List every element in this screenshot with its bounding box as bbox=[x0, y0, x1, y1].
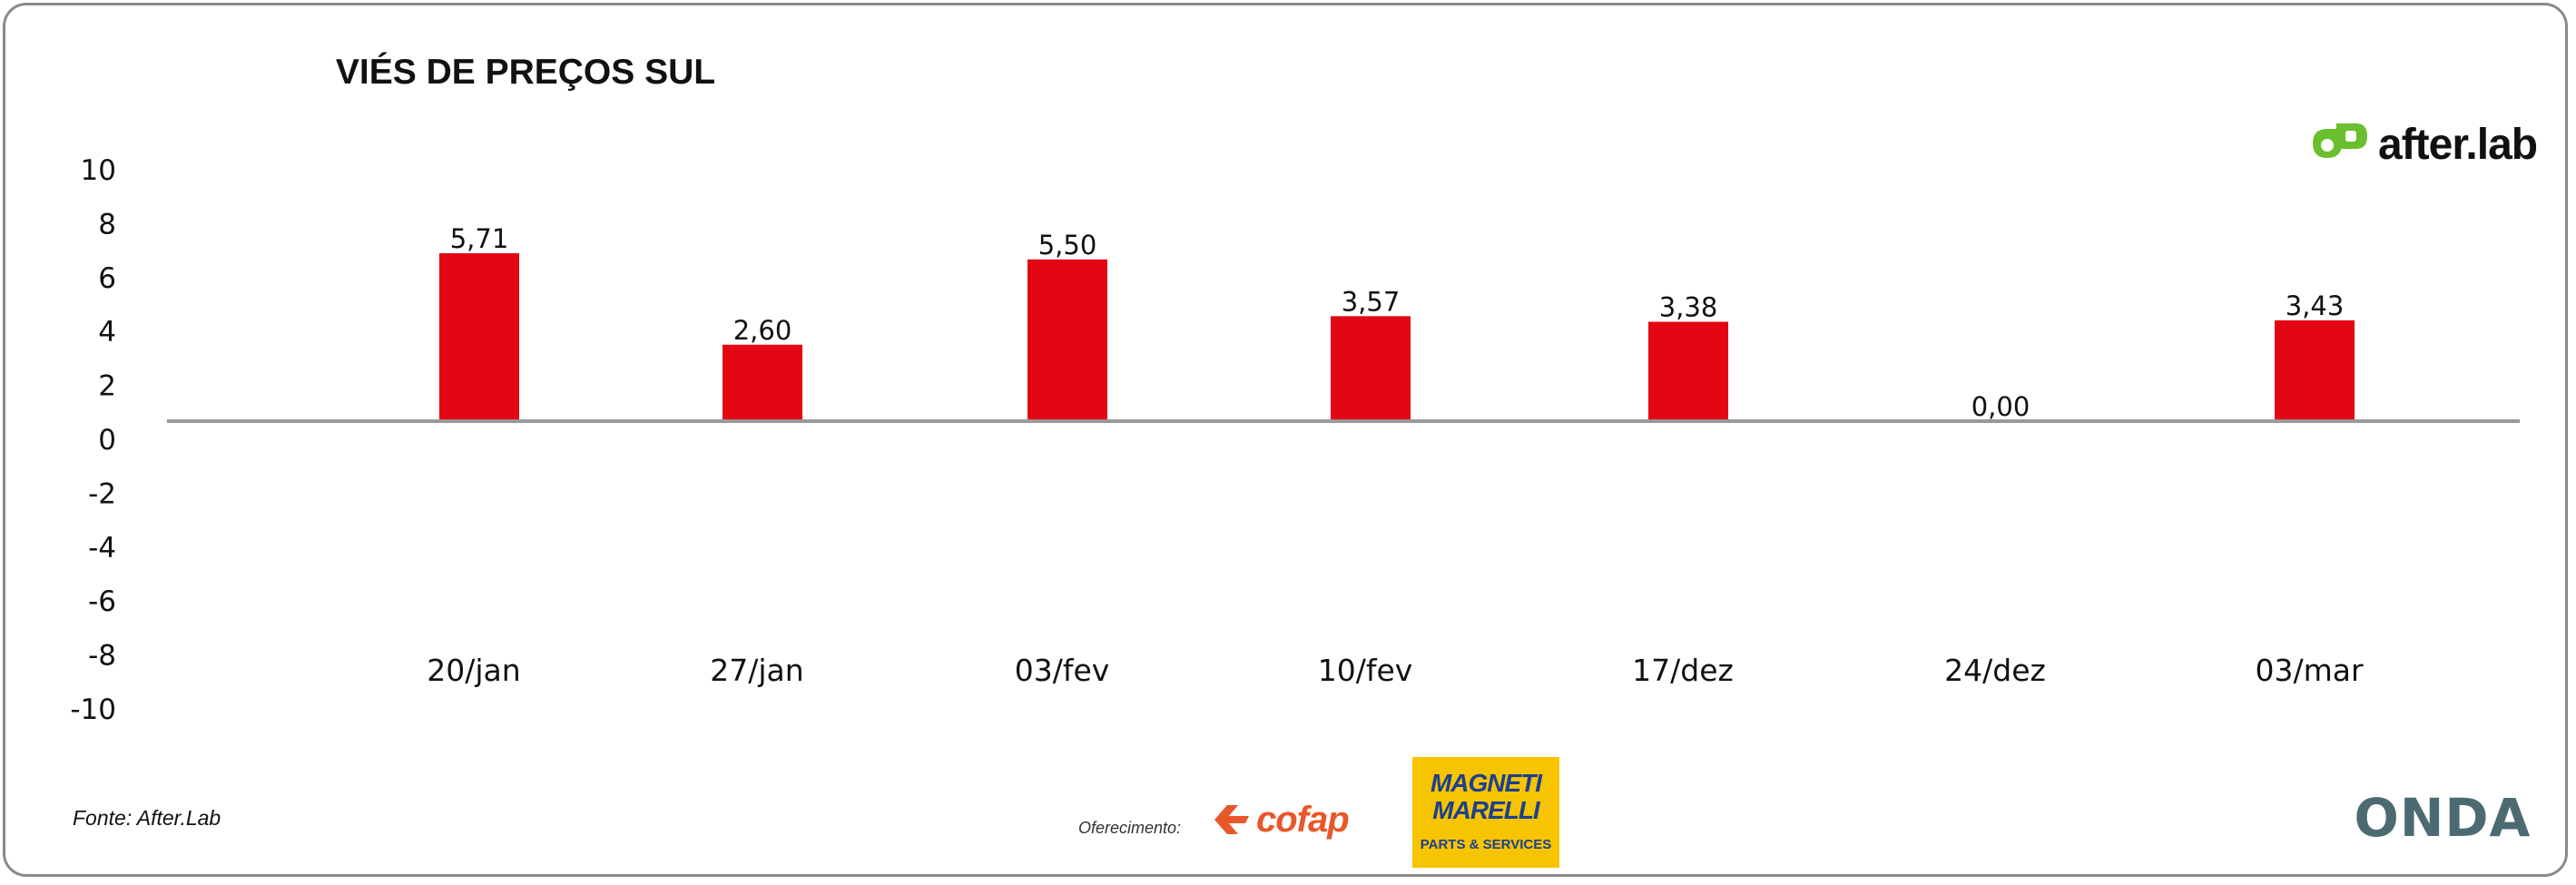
y-tick-label: 10 bbox=[81, 154, 116, 187]
y-tick-label: 8 bbox=[98, 208, 116, 241]
x-tick-label: 03/fev bbox=[1015, 653, 1110, 688]
y-tick-label: -4 bbox=[88, 532, 116, 565]
y-axis-ticks: 10 8 6 4 2 0 -2 -4 -6 -8 -10 bbox=[70, 154, 116, 726]
data-labels: 5,71 2,60 5,50 3,57 3,38 0,00 3,43 bbox=[450, 223, 2345, 422]
x-tick-label: 17/dez bbox=[1632, 653, 1734, 688]
bar-03/fev bbox=[1027, 259, 1107, 421]
magneti-marelli-logo: MAGNETI MARELLI PARTS & SERVICES bbox=[1412, 757, 1559, 868]
data-label: 3,43 bbox=[2286, 290, 2345, 321]
bar-27/jan bbox=[723, 344, 802, 421]
source-note: Fonte: After.Lab bbox=[73, 806, 221, 830]
data-label: 3,38 bbox=[1659, 291, 1718, 322]
cofap-logo-text: cofap bbox=[1256, 799, 1350, 840]
afterlab-logo-text: after.lab bbox=[2378, 120, 2538, 169]
afterlab-logo: after.lab bbox=[2306, 116, 2538, 172]
magneti-marelli-subtitle: PARTS & SERVICES bbox=[1420, 837, 1552, 852]
bar-10/fev bbox=[1331, 316, 1411, 421]
y-tick-label: -10 bbox=[70, 693, 116, 726]
offered-by-label: Oferecimento: bbox=[1078, 819, 1182, 837]
x-tick-label: 03/mar bbox=[2255, 653, 2363, 688]
y-tick-label: 6 bbox=[98, 262, 116, 295]
magneti-marelli-name: MAGNETI MARELLI bbox=[1430, 769, 1542, 824]
x-tick-label: 24/dez bbox=[1944, 653, 2046, 688]
bar-03/mar bbox=[2275, 320, 2355, 421]
cofap-logo: cofap bbox=[1211, 795, 1350, 844]
y-tick-label: -2 bbox=[88, 477, 116, 510]
data-label: 2,60 bbox=[733, 315, 792, 346]
y-tick-label: 2 bbox=[98, 370, 116, 403]
y-tick-label: 4 bbox=[98, 316, 116, 349]
x-axis-ticks: 20/jan 27/jan 03/fev 10/fev 17/dez 24/dez 03/m… bbox=[427, 653, 2364, 688]
x-tick-label: 27/jan bbox=[710, 653, 803, 688]
data-label: 3,57 bbox=[1342, 286, 1401, 317]
data-label: 5,71 bbox=[450, 223, 509, 254]
y-tick-label: -6 bbox=[88, 585, 116, 618]
onda-logo-text: ONDA bbox=[2354, 787, 2532, 849]
y-tick-label: 0 bbox=[98, 424, 116, 457]
onda-logo: ONDA bbox=[2349, 792, 2536, 864]
bars bbox=[439, 253, 2355, 421]
bar-20/jan bbox=[439, 253, 519, 421]
afterlab-logo-icon bbox=[2313, 123, 2367, 158]
bar-17/dez bbox=[1648, 321, 1728, 421]
data-label: 0,00 bbox=[1971, 391, 2030, 422]
x-tick-label: 10/fev bbox=[1318, 653, 1413, 688]
data-label: 5,50 bbox=[1038, 230, 1097, 261]
chart-title: VIÉS DE PREÇOS SUL bbox=[335, 53, 716, 92]
x-tick-label: 20/jan bbox=[427, 653, 520, 688]
y-tick-label: -8 bbox=[88, 640, 116, 673]
cofap-logo-icon bbox=[1214, 805, 1249, 834]
chart-frame bbox=[3, 3, 2568, 877]
